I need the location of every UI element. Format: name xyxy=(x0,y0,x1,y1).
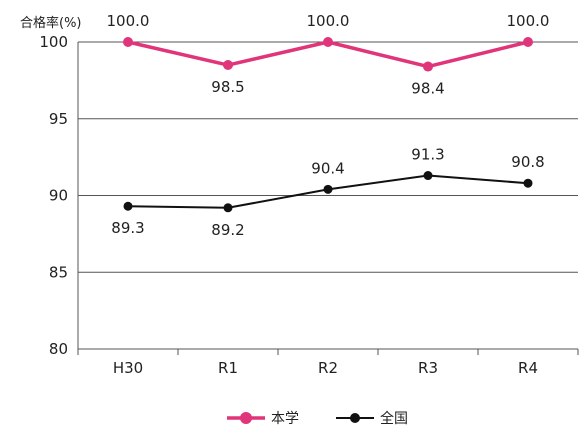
legend-swatch-marker xyxy=(240,412,252,424)
y-tick-label: 85 xyxy=(49,263,68,281)
data-point xyxy=(323,37,333,47)
x-tick-label: R4 xyxy=(518,359,538,377)
x-tick-label: R2 xyxy=(318,359,338,377)
y-tick-label: 80 xyxy=(49,340,68,358)
data-label: 90.8 xyxy=(511,153,544,171)
data-label: 89.3 xyxy=(111,219,144,237)
x-tick-label: R1 xyxy=(218,359,238,377)
data-point xyxy=(423,61,433,72)
data-point xyxy=(523,37,533,47)
data-label: 100.0 xyxy=(307,12,350,30)
data-point xyxy=(123,37,133,47)
legend-label: 本学 xyxy=(271,411,299,427)
data-label: 98.4 xyxy=(411,80,444,98)
y-tick-label: 95 xyxy=(49,110,68,128)
data-label: 98.5 xyxy=(211,78,244,96)
y-axis-label: 合格率(%) xyxy=(20,15,82,31)
grid-lines xyxy=(77,41,579,355)
data-point xyxy=(323,184,333,194)
data-point xyxy=(123,201,133,211)
data-point xyxy=(523,178,533,188)
data-label: 100.0 xyxy=(507,12,550,30)
legend-label: 全国 xyxy=(380,410,408,427)
data-point xyxy=(223,203,233,213)
y-tick-label: 100 xyxy=(39,33,68,51)
legend: 本学 全国 xyxy=(227,410,408,427)
y-tick-label: 90 xyxy=(49,187,68,205)
data-point xyxy=(423,171,433,181)
data-label: 91.3 xyxy=(411,146,444,164)
y-tick-labels: 80 85 90 95 100 xyxy=(39,33,68,358)
data-label: 100.0 xyxy=(107,12,150,30)
legend-swatch-marker xyxy=(350,413,360,423)
x-tick-label: R3 xyxy=(418,359,438,377)
series-lines xyxy=(123,37,533,213)
x-tick-label: H30 xyxy=(113,359,143,377)
data-point xyxy=(223,60,233,71)
data-label: 90.4 xyxy=(311,159,344,177)
data-label: 89.2 xyxy=(211,221,244,239)
x-tick-labels: H30 R1 R2 R3 R4 xyxy=(113,359,538,377)
data-labels: 100.0 98.5 100.0 98.4 100.0 89.3 89.2 90.4 91.3 9… xyxy=(107,12,550,239)
